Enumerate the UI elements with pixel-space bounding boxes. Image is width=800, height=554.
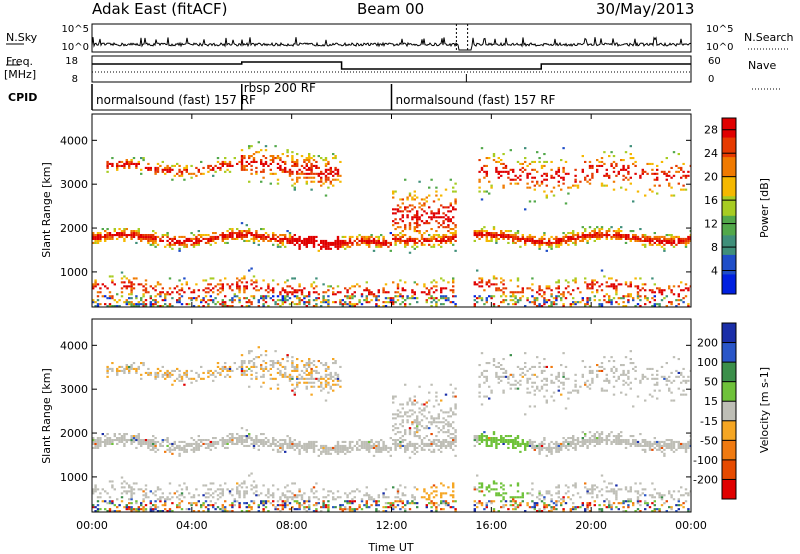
ytick-label: 1000 <box>60 266 88 279</box>
date-title: 30/May/2013 <box>596 0 695 18</box>
nsearch-tick-bottom: 10^0 <box>706 42 733 53</box>
power-colorbar-tick: 24 <box>704 147 718 160</box>
freq-trace <box>92 61 691 82</box>
xtick-label: 08:00 <box>276 519 308 532</box>
cpid-segment-label: normalsound (fast) 157 RF <box>396 93 556 107</box>
ytick-label: 3000 <box>60 178 88 191</box>
power-colorbar-tick: 8 <box>711 241 718 254</box>
velocity-panel-bg <box>92 319 691 512</box>
velocity-colorbar-tick: -200 <box>693 473 718 486</box>
velocity-colorbar-tick: -50 <box>700 434 718 447</box>
cpid-label: CPID <box>8 91 38 104</box>
ytick-label: 2000 <box>60 427 88 440</box>
velocity-colorbar-tick: 200 <box>697 337 718 350</box>
power-colorbar-tick: 16 <box>704 194 718 207</box>
ytick-label: 3000 <box>60 383 88 396</box>
nave-label: Nave <box>748 59 777 72</box>
velocity-heatmap <box>92 346 691 512</box>
xtick-label: 12:00 <box>376 519 408 532</box>
velocity-colorbar-tick: 50 <box>704 376 718 389</box>
nsky-tick-bottom: 10^0 <box>62 42 89 53</box>
velocity-colorbar: 200 100 50 15 -15 -50 -100 -200 <box>693 322 737 500</box>
ytick-label: 2000 <box>60 222 88 235</box>
power-panel-bg <box>92 114 691 307</box>
freq-tick-bottom: 8 <box>72 74 78 85</box>
xtick-label: 00:00 <box>76 519 108 532</box>
freq-label-2: [MHz] <box>4 68 37 81</box>
nsearch-tick-top: 10^5 <box>706 24 733 35</box>
nsky-tick-top: 10^5 <box>62 24 89 35</box>
power-heatmap <box>92 141 691 307</box>
ytick-label: 4000 <box>60 339 88 352</box>
nsky-panel <box>91 23 692 53</box>
freq-tick-top: 18 <box>65 56 78 67</box>
power-yticks: 1000 2000 3000 4000 <box>60 134 691 279</box>
beam-title: Beam 00 <box>357 0 425 18</box>
power-colorbar: 4 8 12 16 20 24 28 <box>704 117 737 295</box>
ytick-label: 4000 <box>60 134 88 147</box>
velocity-yticks: 1000 2000 3000 4000 <box>60 339 691 484</box>
cpid-segment-label: normalsound (fast) 157 RF <box>96 93 256 107</box>
velocity-colorbar-label: Velocity [m s-1] <box>758 367 771 453</box>
velocity-colorbar-tick: -100 <box>693 454 718 467</box>
xtick-label: 00:00 <box>675 519 707 532</box>
power-ylabel: Slant Range [km] <box>40 162 53 258</box>
velocity-colorbar-tick: 15 <box>704 395 718 408</box>
power-colorbar-label: Power [dB] <box>758 178 771 238</box>
power-colorbar-tick: 12 <box>704 218 718 231</box>
nave-tick-bottom: 0 <box>708 74 714 85</box>
power-colorbar-tick: 20 <box>704 171 718 184</box>
radar-title: Adak East (fitACF) <box>92 0 228 18</box>
time-xticks: 00:00 04:00 08:00 12:00 16:00 20:00 00:00 <box>76 114 707 532</box>
xtick-label: 16:00 <box>475 519 507 532</box>
velocity-colorbar-tick: -15 <box>700 415 718 428</box>
xtick-label: 04:00 <box>176 519 208 532</box>
time-xlabel: Time UT <box>367 541 413 554</box>
ytick-label: 1000 <box>60 471 88 484</box>
cpid-segment-label: rbsp 200 RF <box>244 81 316 95</box>
xtick-label: 20:00 <box>575 519 607 532</box>
power-colorbar-tick: 28 <box>704 124 718 137</box>
nave-tick-top: 60 <box>708 56 721 67</box>
power-colorbar-tick: 4 <box>711 265 718 278</box>
velocity-ylabel: Slant Range [km] <box>40 368 53 464</box>
nsearch-label: N.Search <box>744 31 794 44</box>
nsky-label: N.Sky <box>6 31 38 44</box>
nsky-trace <box>91 24 692 52</box>
velocity-colorbar-tick: 100 <box>697 356 718 369</box>
freq-panel <box>91 55 692 83</box>
